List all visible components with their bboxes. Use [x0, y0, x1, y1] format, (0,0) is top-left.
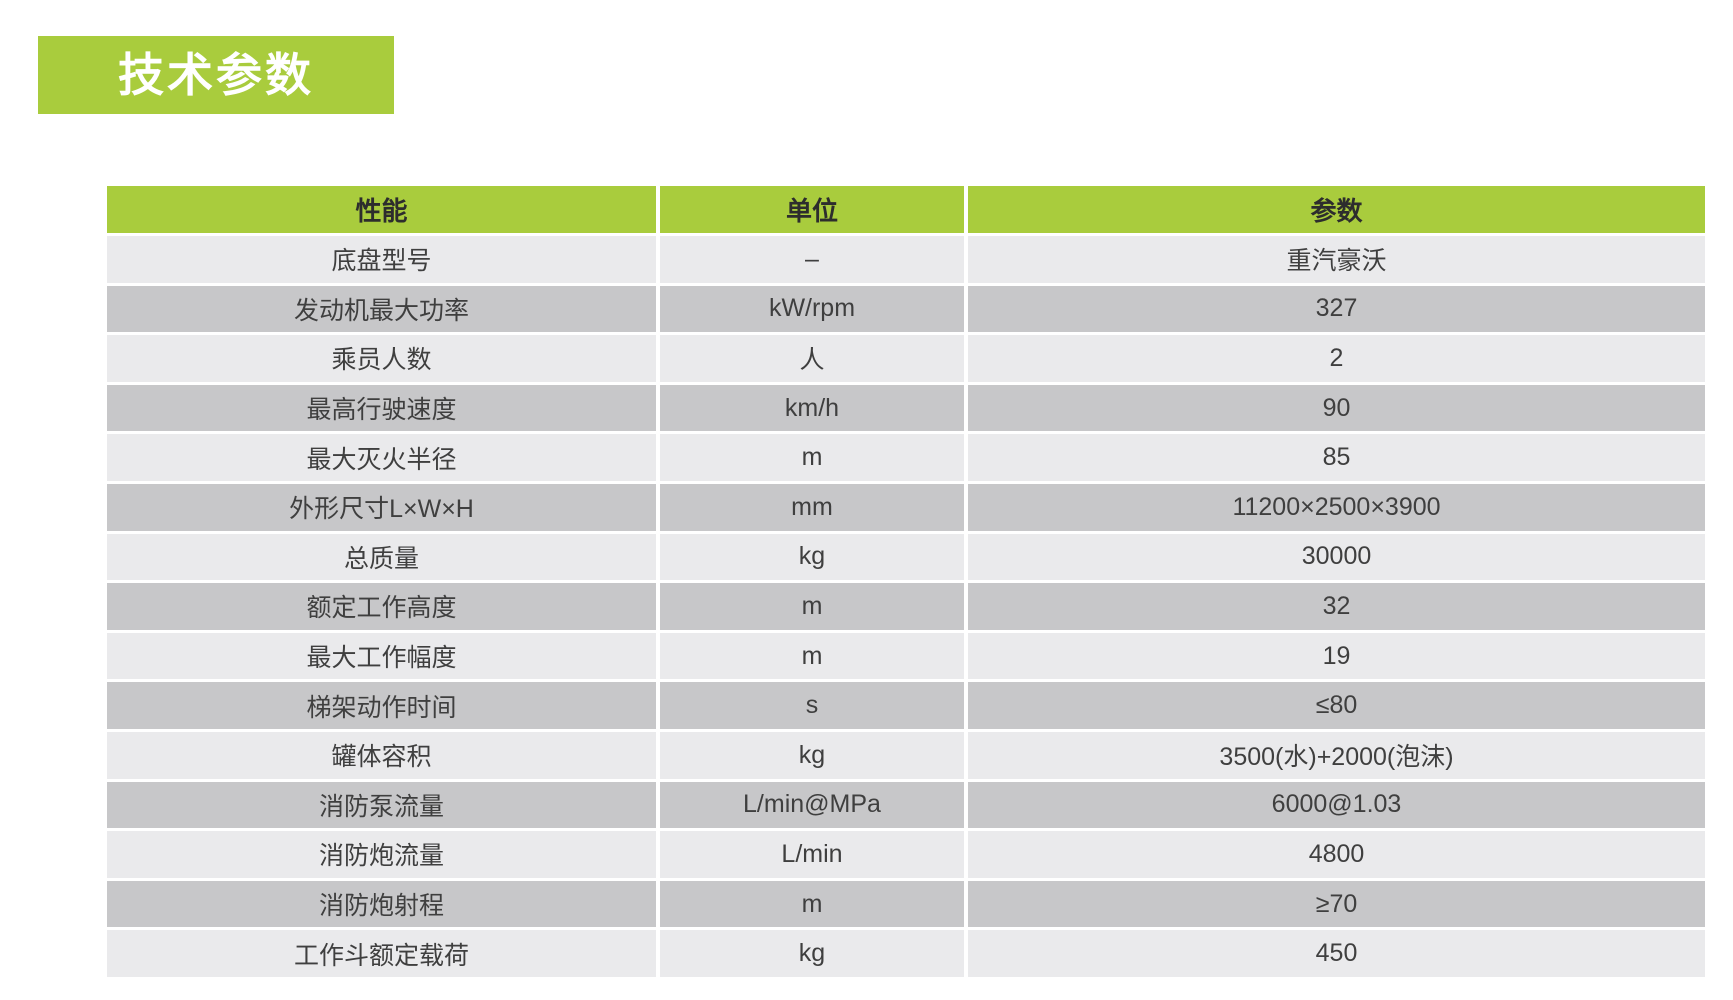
spec-value-cell: 19	[968, 632, 1705, 680]
spec-value-cell: 3500(水)+2000(泡沫)	[968, 731, 1705, 779]
table-body: 底盘型号 – 重汽豪沃 发动机最大功率 kW/rpm 327 乘员人数 人 2 …	[107, 236, 1705, 977]
header-parameter: 参数	[968, 186, 1705, 233]
spec-value-cell: 2	[968, 335, 1705, 382]
spec-name-cell: 乘员人数	[107, 335, 656, 382]
header-performance: 性能	[107, 186, 656, 233]
table-header-row: 性能 单位 参数	[107, 186, 1705, 233]
page-title: 技术参数	[118, 49, 314, 101]
spec-unit-cell: 人	[660, 335, 964, 382]
spec-table: 性能 单位 参数 底盘型号 – 重汽豪沃 发动机最大功率 kW/rpm 327 …	[107, 186, 1705, 980]
spec-name-cell: 发动机最大功率	[107, 285, 656, 333]
spec-name-cell: 底盘型号	[107, 236, 656, 283]
spec-unit-cell: m	[660, 583, 964, 630]
spec-name-cell: 消防泵流量	[107, 781, 656, 829]
spec-name-cell: 消防炮射程	[107, 880, 656, 928]
table-row: 消防炮射程 m ≥70	[107, 880, 1705, 928]
table-row: 底盘型号 – 重汽豪沃	[107, 236, 1705, 283]
table-row: 消防炮流量 L/min 4800	[107, 831, 1705, 878]
spec-value-cell: 90	[968, 384, 1705, 432]
spec-unit-cell: kW/rpm	[660, 285, 964, 333]
spec-name-cell: 梯架动作时间	[107, 682, 656, 729]
spec-value-cell: 11200×2500×3900	[968, 483, 1705, 531]
spec-value-cell: 30000	[968, 533, 1705, 581]
spec-value-cell: 6000@1.03	[968, 781, 1705, 829]
spec-value-cell: 4800	[968, 831, 1705, 878]
spec-name-cell: 额定工作高度	[107, 583, 656, 630]
spec-unit-cell: s	[660, 682, 964, 729]
table-row: 最大灭火半径 m 85	[107, 434, 1705, 481]
table-row: 罐体容积 kg 3500(水)+2000(泡沫)	[107, 731, 1705, 779]
spec-name-cell: 总质量	[107, 533, 656, 581]
spec-name-cell: 消防炮流量	[107, 831, 656, 878]
table-row: 最高行驶速度 km/h 90	[107, 384, 1705, 432]
spec-value-cell: 32	[968, 583, 1705, 630]
table-row: 乘员人数 人 2	[107, 335, 1705, 382]
table-row: 梯架动作时间 s ≤80	[107, 682, 1705, 729]
spec-unit-cell: L/min@MPa	[660, 781, 964, 829]
spec-value-cell: 450	[968, 930, 1705, 977]
spec-name-cell: 最大工作幅度	[107, 632, 656, 680]
spec-unit-cell: m	[660, 632, 964, 680]
table-row: 发动机最大功率 kW/rpm 327	[107, 285, 1705, 333]
spec-unit-cell: kg	[660, 930, 964, 977]
spec-name-cell: 外形尺寸L×W×H	[107, 483, 656, 531]
spec-value-cell: 327	[968, 285, 1705, 333]
spec-name-cell: 最高行驶速度	[107, 384, 656, 432]
spec-unit-cell: mm	[660, 483, 964, 531]
table-row: 总质量 kg 30000	[107, 533, 1705, 581]
spec-name-cell: 最大灭火半径	[107, 434, 656, 481]
header-unit: 单位	[660, 186, 964, 233]
spec-unit-cell: kg	[660, 731, 964, 779]
spec-value-cell: ≥70	[968, 880, 1705, 928]
spec-unit-cell: m	[660, 880, 964, 928]
section-title-banner: 技术参数	[38, 36, 394, 114]
spec-value-cell: ≤80	[968, 682, 1705, 729]
spec-unit-cell: m	[660, 434, 964, 481]
spec-value-cell: 重汽豪沃	[968, 236, 1705, 283]
table-row: 额定工作高度 m 32	[107, 583, 1705, 630]
table-row: 外形尺寸L×W×H mm 11200×2500×3900	[107, 483, 1705, 531]
table-row: 最大工作幅度 m 19	[107, 632, 1705, 680]
spec-name-cell: 工作斗额定载荷	[107, 930, 656, 977]
table-row: 工作斗额定载荷 kg 450	[107, 930, 1705, 977]
spec-unit-cell: L/min	[660, 831, 964, 878]
spec-unit-cell: –	[660, 236, 964, 283]
spec-name-cell: 罐体容积	[107, 731, 656, 779]
spec-value-cell: 85	[968, 434, 1705, 481]
spec-unit-cell: km/h	[660, 384, 964, 432]
table-row: 消防泵流量 L/min@MPa 6000@1.03	[107, 781, 1705, 829]
spec-unit-cell: kg	[660, 533, 964, 581]
